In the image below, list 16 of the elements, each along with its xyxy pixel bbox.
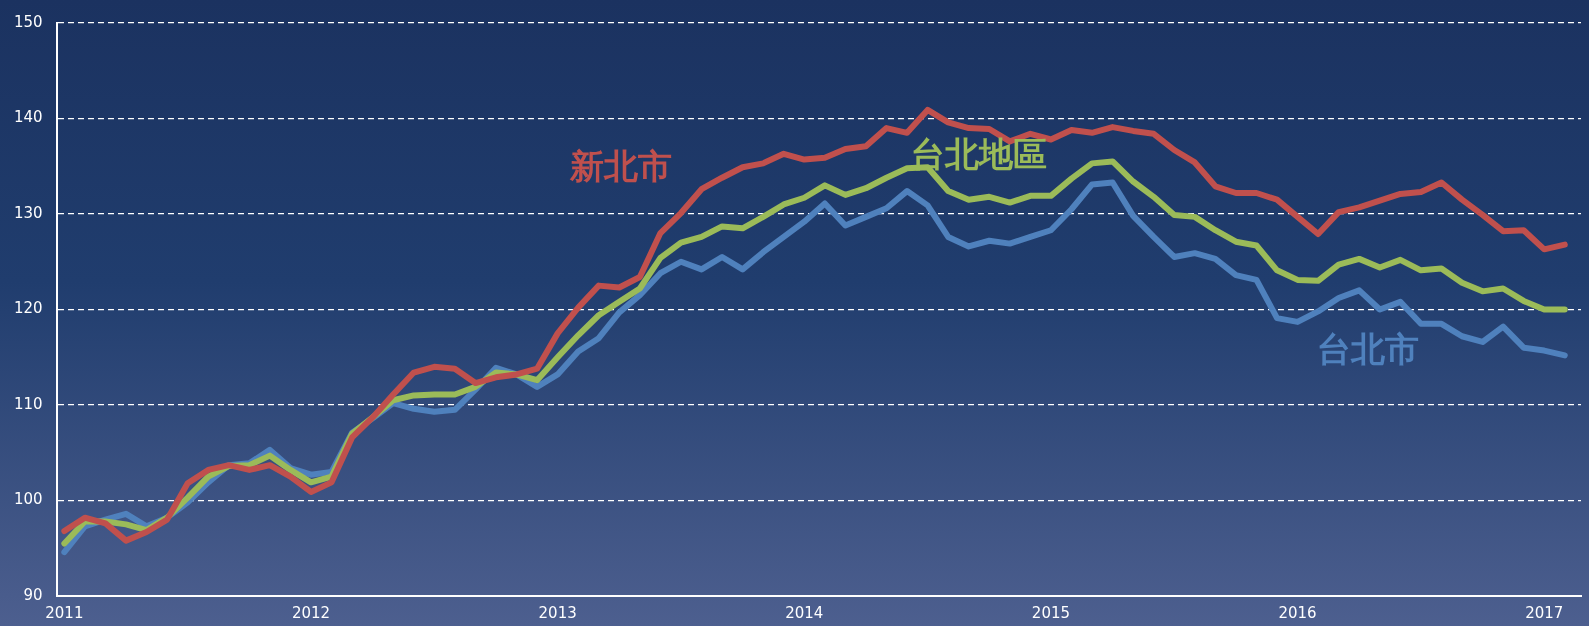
x-tick-label: 2017 — [1525, 603, 1564, 622]
series-label: 新北市 — [568, 145, 672, 186]
x-tick-label: 2013 — [538, 603, 577, 622]
x-tick-label: 2016 — [1278, 603, 1317, 622]
series-label: 台北市 — [1316, 329, 1419, 370]
y-tick-label: 120 — [13, 299, 43, 318]
x-tick-label: 2011 — [45, 603, 84, 622]
y-tick-label: 140 — [13, 108, 43, 127]
y-tick-label: 130 — [13, 203, 43, 222]
x-tick-label: 2014 — [785, 603, 824, 622]
x-tick-label: 2015 — [1031, 603, 1071, 622]
y-tick-label: 90 — [23, 585, 43, 604]
y-tick-label: 100 — [13, 490, 43, 509]
x-tick-label: 2012 — [291, 603, 331, 622]
y-tick-label: 150 — [13, 12, 43, 31]
y-tick-label: 110 — [13, 394, 43, 413]
